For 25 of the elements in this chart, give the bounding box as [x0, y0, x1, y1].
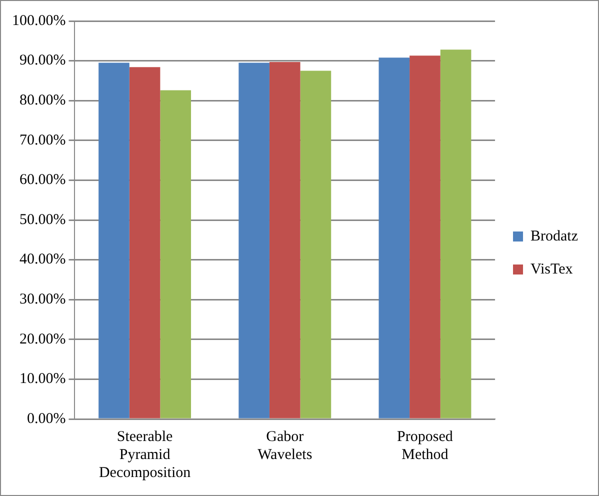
- legend-label: VisTex: [530, 261, 574, 278]
- x-tick-label: Gabor Wavelets: [258, 428, 312, 463]
- x-tick-label: Proposed Method: [397, 428, 454, 463]
- y-tick-label: 50.00%: [19, 212, 66, 228]
- y-tick-label: 10.00%: [19, 371, 66, 388]
- x-tick-label: Steerable Pyramid Decomposition: [98, 428, 192, 481]
- bar: [378, 58, 410, 418]
- y-tick-label: 0.00%: [26, 410, 66, 427]
- bar: [300, 70, 332, 418]
- legend-label: Brodatz: [530, 228, 578, 244]
- bar: [238, 62, 270, 418]
- bar: [98, 62, 130, 418]
- y-tick-label: 40.00%: [19, 252, 66, 268]
- y-tick-label: 90.00%: [19, 52, 66, 69]
- bar: [440, 50, 472, 418]
- y-tick-label: 100.00%: [12, 12, 66, 29]
- y-tick-label: 20.00%: [19, 331, 66, 348]
- bar: [160, 90, 192, 418]
- y-tick-label: 80.00%: [19, 92, 66, 109]
- y-tick-label: 60.00%: [19, 172, 66, 188]
- bar: [269, 62, 300, 418]
- y-tick-label: 30.00%: [19, 292, 66, 308]
- y-tick-label: 70.00%: [19, 132, 66, 148]
- bar: [129, 67, 160, 418]
- bar: [410, 56, 440, 418]
